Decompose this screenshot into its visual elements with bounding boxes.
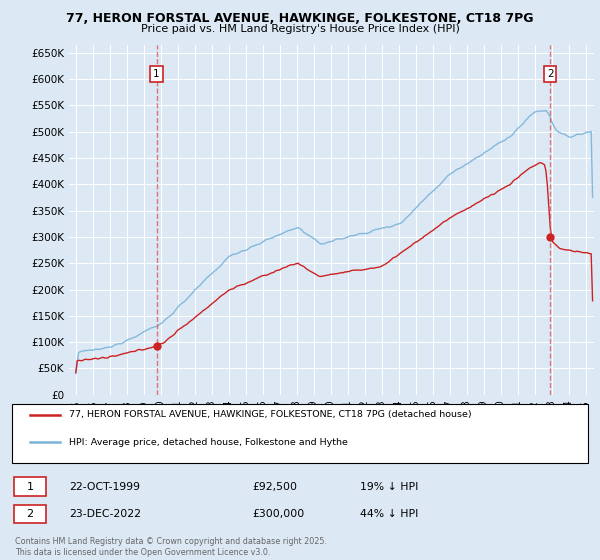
Text: 22-OCT-1999: 22-OCT-1999 [69,482,140,492]
Text: 1: 1 [26,482,34,492]
Text: 2: 2 [547,69,553,79]
Text: 1: 1 [153,69,160,79]
Text: 2: 2 [26,509,34,519]
Text: 77, HERON FORSTAL AVENUE, HAWKINGE, FOLKESTONE, CT18 7PG (detached house): 77, HERON FORSTAL AVENUE, HAWKINGE, FOLK… [69,410,472,419]
Text: 77, HERON FORSTAL AVENUE, HAWKINGE, FOLKESTONE, CT18 7PG: 77, HERON FORSTAL AVENUE, HAWKINGE, FOLK… [66,12,534,25]
Text: 44% ↓ HPI: 44% ↓ HPI [360,509,418,519]
Text: £300,000: £300,000 [252,509,304,519]
FancyBboxPatch shape [12,404,588,463]
FancyBboxPatch shape [14,477,46,496]
Text: HPI: Average price, detached house, Folkestone and Hythe: HPI: Average price, detached house, Folk… [69,438,348,447]
Text: 23-DEC-2022: 23-DEC-2022 [69,509,141,519]
Text: 19% ↓ HPI: 19% ↓ HPI [360,482,418,492]
Text: £92,500: £92,500 [252,482,297,492]
Text: Price paid vs. HM Land Registry's House Price Index (HPI): Price paid vs. HM Land Registry's House … [140,24,460,34]
Text: Contains HM Land Registry data © Crown copyright and database right 2025.
This d: Contains HM Land Registry data © Crown c… [15,536,327,557]
FancyBboxPatch shape [14,505,46,524]
